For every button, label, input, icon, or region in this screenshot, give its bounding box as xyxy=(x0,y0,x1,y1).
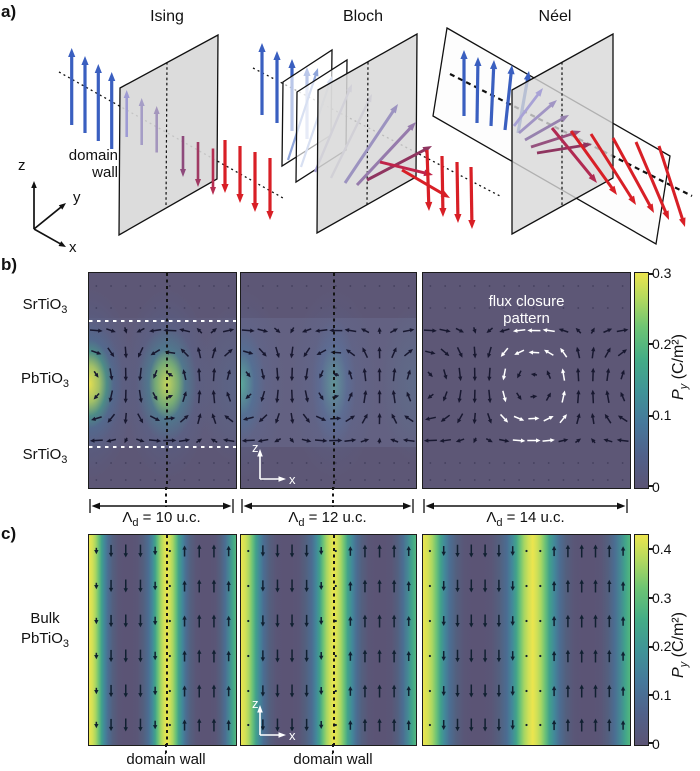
svg-text:z: z xyxy=(252,696,259,711)
domain-wall-dashed-line-c1 xyxy=(166,535,168,745)
colorbar-b xyxy=(634,272,649,489)
dashed-extension-b2 xyxy=(332,487,334,507)
colorbar-b-tick-01: 0.1 xyxy=(652,407,672,423)
colorbar-b-tick-0: 0 xyxy=(652,479,660,495)
interface-dotted-line-bottom xyxy=(89,446,236,448)
heatmap-b-14uc: flux closure pattern xyxy=(422,272,631,489)
panel-a-schematics xyxy=(31,26,693,247)
colorbar-c-tick-02: 0.2 xyxy=(652,638,672,654)
quiver-field-c3 xyxy=(428,544,626,732)
svg-text:z: z xyxy=(252,440,259,455)
colorbar-c xyxy=(634,534,649,746)
quiver-field-c1 xyxy=(94,544,231,732)
quiver-field-b3 xyxy=(423,285,629,481)
colorbar-b-tick-02: 0.2 xyxy=(652,336,672,352)
panel-b-label: b) xyxy=(1,255,18,274)
quiver-field-b1 xyxy=(89,285,235,481)
panel-a-title-ising: Ising xyxy=(150,8,184,25)
svg-text:x: x xyxy=(289,728,296,743)
heatmap-c-14uc xyxy=(422,534,631,746)
axis-z-label: z xyxy=(18,157,26,174)
layer-label-srtio3-bottom: SrTiO3 xyxy=(22,446,68,466)
panel-a-title-bloch: Bloch xyxy=(342,8,384,25)
colorbar-c-tick-04: 0.4 xyxy=(652,541,672,557)
dashed-extension-b1 xyxy=(165,487,167,507)
bulk-pbtio3-label: Bulk PbTiO3 xyxy=(20,610,70,650)
heatmap-b-12uc: z x xyxy=(240,272,417,489)
period-label-14uc: Λd = 14 u.c. xyxy=(486,509,565,529)
heatmap-c-10uc xyxy=(88,534,237,746)
inset-zx-axes-c: z x xyxy=(252,696,296,743)
layer-label-srtio3-top: SrTiO3 xyxy=(22,296,68,316)
flux-closure-annotation: flux closure pattern xyxy=(488,293,565,327)
domain-wall-dashed-line-b1 xyxy=(166,273,168,488)
heatmap-c-12uc: z x xyxy=(240,534,417,746)
colorbar-b-tick-03: 0.3 xyxy=(652,265,672,281)
colorbar-c-axis-label: Py (C/m²) xyxy=(670,612,691,678)
domain-wall-dashed-line-c2 xyxy=(333,535,335,745)
period-span-arrows xyxy=(89,499,628,513)
quiver-field-b2 xyxy=(241,285,415,481)
panel-a-label: a) xyxy=(1,2,17,21)
domain-wall-bottom-label-1: domain wall xyxy=(126,751,206,768)
svg-text:x: x xyxy=(289,472,296,487)
inset-zx-axes-b: z x xyxy=(252,440,296,487)
interface-dotted-line-top xyxy=(89,320,236,322)
axis-y-label: y xyxy=(73,189,81,206)
period-label-10uc: Λd = 10 u.c. xyxy=(122,509,201,529)
domain-wall-bottom-label-2: domain wall xyxy=(293,751,373,768)
colorbar-c-tick-0: 0 xyxy=(652,736,660,752)
heatmap-b-10uc xyxy=(88,272,237,489)
colorbar-b-axis-label: Py (C/m²) xyxy=(670,334,691,400)
panel-c-label: c) xyxy=(1,524,17,543)
layer-label-pbtio3: PbTiO3 xyxy=(20,370,70,390)
domain-wall-annotation: domain wall xyxy=(68,147,118,181)
axis-x-label: x xyxy=(69,239,77,256)
colorbar-c-tick-01: 0.1 xyxy=(652,687,672,703)
quiver-field-c2 xyxy=(247,544,411,732)
panel-a-title-neel: Néel xyxy=(538,8,572,25)
period-label-12uc: Λd = 12 u.c. xyxy=(288,509,367,529)
dashed-extension-c2 xyxy=(332,744,334,753)
colorbar-c-tick-03: 0.3 xyxy=(652,590,672,606)
domain-wall-dashed-line-b2 xyxy=(333,273,335,488)
dashed-extension-c1 xyxy=(165,744,167,753)
